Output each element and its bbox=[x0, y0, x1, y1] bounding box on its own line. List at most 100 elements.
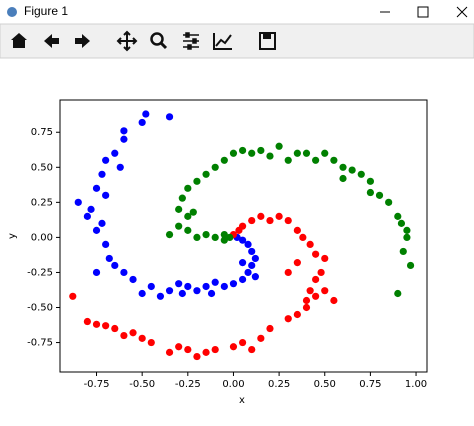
back-button[interactable] bbox=[44, 34, 59, 48]
scatter-point bbox=[348, 166, 356, 174]
scatter-point bbox=[248, 345, 256, 354]
scatter-point bbox=[229, 280, 238, 288]
scatter-point bbox=[120, 127, 128, 135]
scatter-point bbox=[293, 310, 301, 319]
scatter-point bbox=[375, 191, 384, 199]
scatter-point bbox=[178, 194, 186, 202]
scatter-point bbox=[220, 156, 228, 164]
scatter-point bbox=[251, 273, 259, 281]
scatter-point bbox=[92, 320, 101, 328]
scatter-point bbox=[120, 135, 128, 143]
scatter-point bbox=[385, 198, 393, 206]
scatter-point bbox=[357, 170, 365, 178]
scatter-point bbox=[193, 352, 201, 361]
y-axis-label: y bbox=[7, 233, 18, 239]
scatter-point bbox=[403, 226, 411, 234]
pan-button[interactable] bbox=[116, 30, 138, 52]
scatter-point bbox=[138, 289, 146, 298]
save-button[interactable] bbox=[259, 32, 276, 50]
scatter-point bbox=[339, 163, 347, 171]
configure-button[interactable] bbox=[183, 32, 199, 50]
scatter-point bbox=[202, 170, 210, 178]
scatter-point bbox=[147, 338, 155, 347]
scatter-point bbox=[202, 230, 210, 239]
scatter-point bbox=[116, 163, 124, 171]
scatter-point bbox=[399, 247, 407, 256]
edit-axes-button[interactable] bbox=[213, 33, 232, 50]
close-button[interactable] bbox=[456, 6, 468, 18]
scatter-point bbox=[111, 261, 119, 270]
scatter-point bbox=[165, 348, 174, 356]
scatter-point bbox=[284, 315, 292, 323]
title-bar bbox=[0, 0, 474, 24]
scatter-point bbox=[120, 331, 128, 340]
scatter-point bbox=[229, 149, 238, 157]
scatter-point bbox=[312, 156, 320, 164]
scatter-point bbox=[105, 254, 113, 263]
scatter-point bbox=[142, 110, 150, 118]
forward-button[interactable] bbox=[75, 34, 90, 48]
scatter-point bbox=[193, 287, 201, 295]
scatter-point bbox=[312, 292, 320, 300]
plot-area bbox=[59, 99, 428, 373]
y-tick-label: 0.50 bbox=[31, 162, 53, 173]
scatter-point bbox=[102, 240, 110, 249]
scatter-point bbox=[111, 149, 119, 157]
scatter-point bbox=[306, 240, 314, 249]
scatter-point bbox=[330, 156, 338, 164]
scatter-point bbox=[293, 226, 301, 234]
y-tick-label: -0.75 bbox=[27, 338, 53, 349]
scatter-point bbox=[302, 296, 311, 305]
scatter-point bbox=[244, 240, 252, 249]
scatter-point bbox=[226, 233, 234, 242]
scatter-point bbox=[211, 233, 219, 242]
scatter-point bbox=[302, 303, 311, 312]
y-tick-label: -0.25 bbox=[27, 267, 53, 278]
scatter-point bbox=[312, 250, 320, 258]
scatter-point bbox=[102, 156, 110, 164]
scatter-point bbox=[165, 113, 174, 121]
scatter-point bbox=[165, 230, 174, 239]
scatter-point bbox=[83, 212, 91, 220]
x-tick-label: 0.75 bbox=[359, 379, 381, 390]
scatter-point bbox=[394, 212, 402, 220]
scatter-point bbox=[175, 205, 183, 213]
scatter-point bbox=[266, 152, 274, 160]
y-tick-label: -0.50 bbox=[27, 303, 53, 314]
scatter-point bbox=[321, 287, 329, 295]
scatter-point bbox=[120, 268, 128, 277]
scatter-point bbox=[339, 174, 347, 183]
scatter-point bbox=[275, 142, 283, 150]
zoom-button[interactable] bbox=[150, 32, 168, 50]
scatter-point bbox=[87, 205, 95, 213]
window-title: Figure 1 bbox=[24, 4, 68, 18]
scatter-point bbox=[302, 149, 311, 157]
scatter-point bbox=[184, 226, 192, 234]
home-button[interactable] bbox=[11, 33, 27, 48]
scatter-point bbox=[238, 259, 247, 267]
scatter-point bbox=[211, 345, 219, 354]
scatter-point bbox=[257, 334, 265, 342]
scatter-point bbox=[403, 233, 411, 242]
scatter-point bbox=[394, 289, 402, 298]
scatter-point bbox=[293, 259, 301, 267]
scatter-point bbox=[317, 268, 325, 277]
x-tick-label: 0.25 bbox=[268, 379, 290, 390]
scatter-point bbox=[211, 163, 219, 171]
scatter-point bbox=[175, 222, 183, 230]
scatter-point bbox=[306, 287, 314, 295]
scatter-point bbox=[184, 345, 192, 354]
maximize-button[interactable] bbox=[417, 6, 429, 18]
scatter-point bbox=[238, 146, 247, 155]
scatter-point bbox=[175, 280, 183, 288]
scatter-point bbox=[138, 334, 146, 342]
scatter-point bbox=[111, 324, 119, 333]
scatter-point bbox=[202, 348, 210, 356]
scatter-point bbox=[92, 226, 101, 234]
scatter-point bbox=[284, 268, 292, 277]
scatter-point bbox=[102, 322, 110, 330]
scatter-point bbox=[184, 212, 192, 220]
scatter-point bbox=[321, 149, 329, 157]
scatter-point bbox=[397, 219, 406, 227]
